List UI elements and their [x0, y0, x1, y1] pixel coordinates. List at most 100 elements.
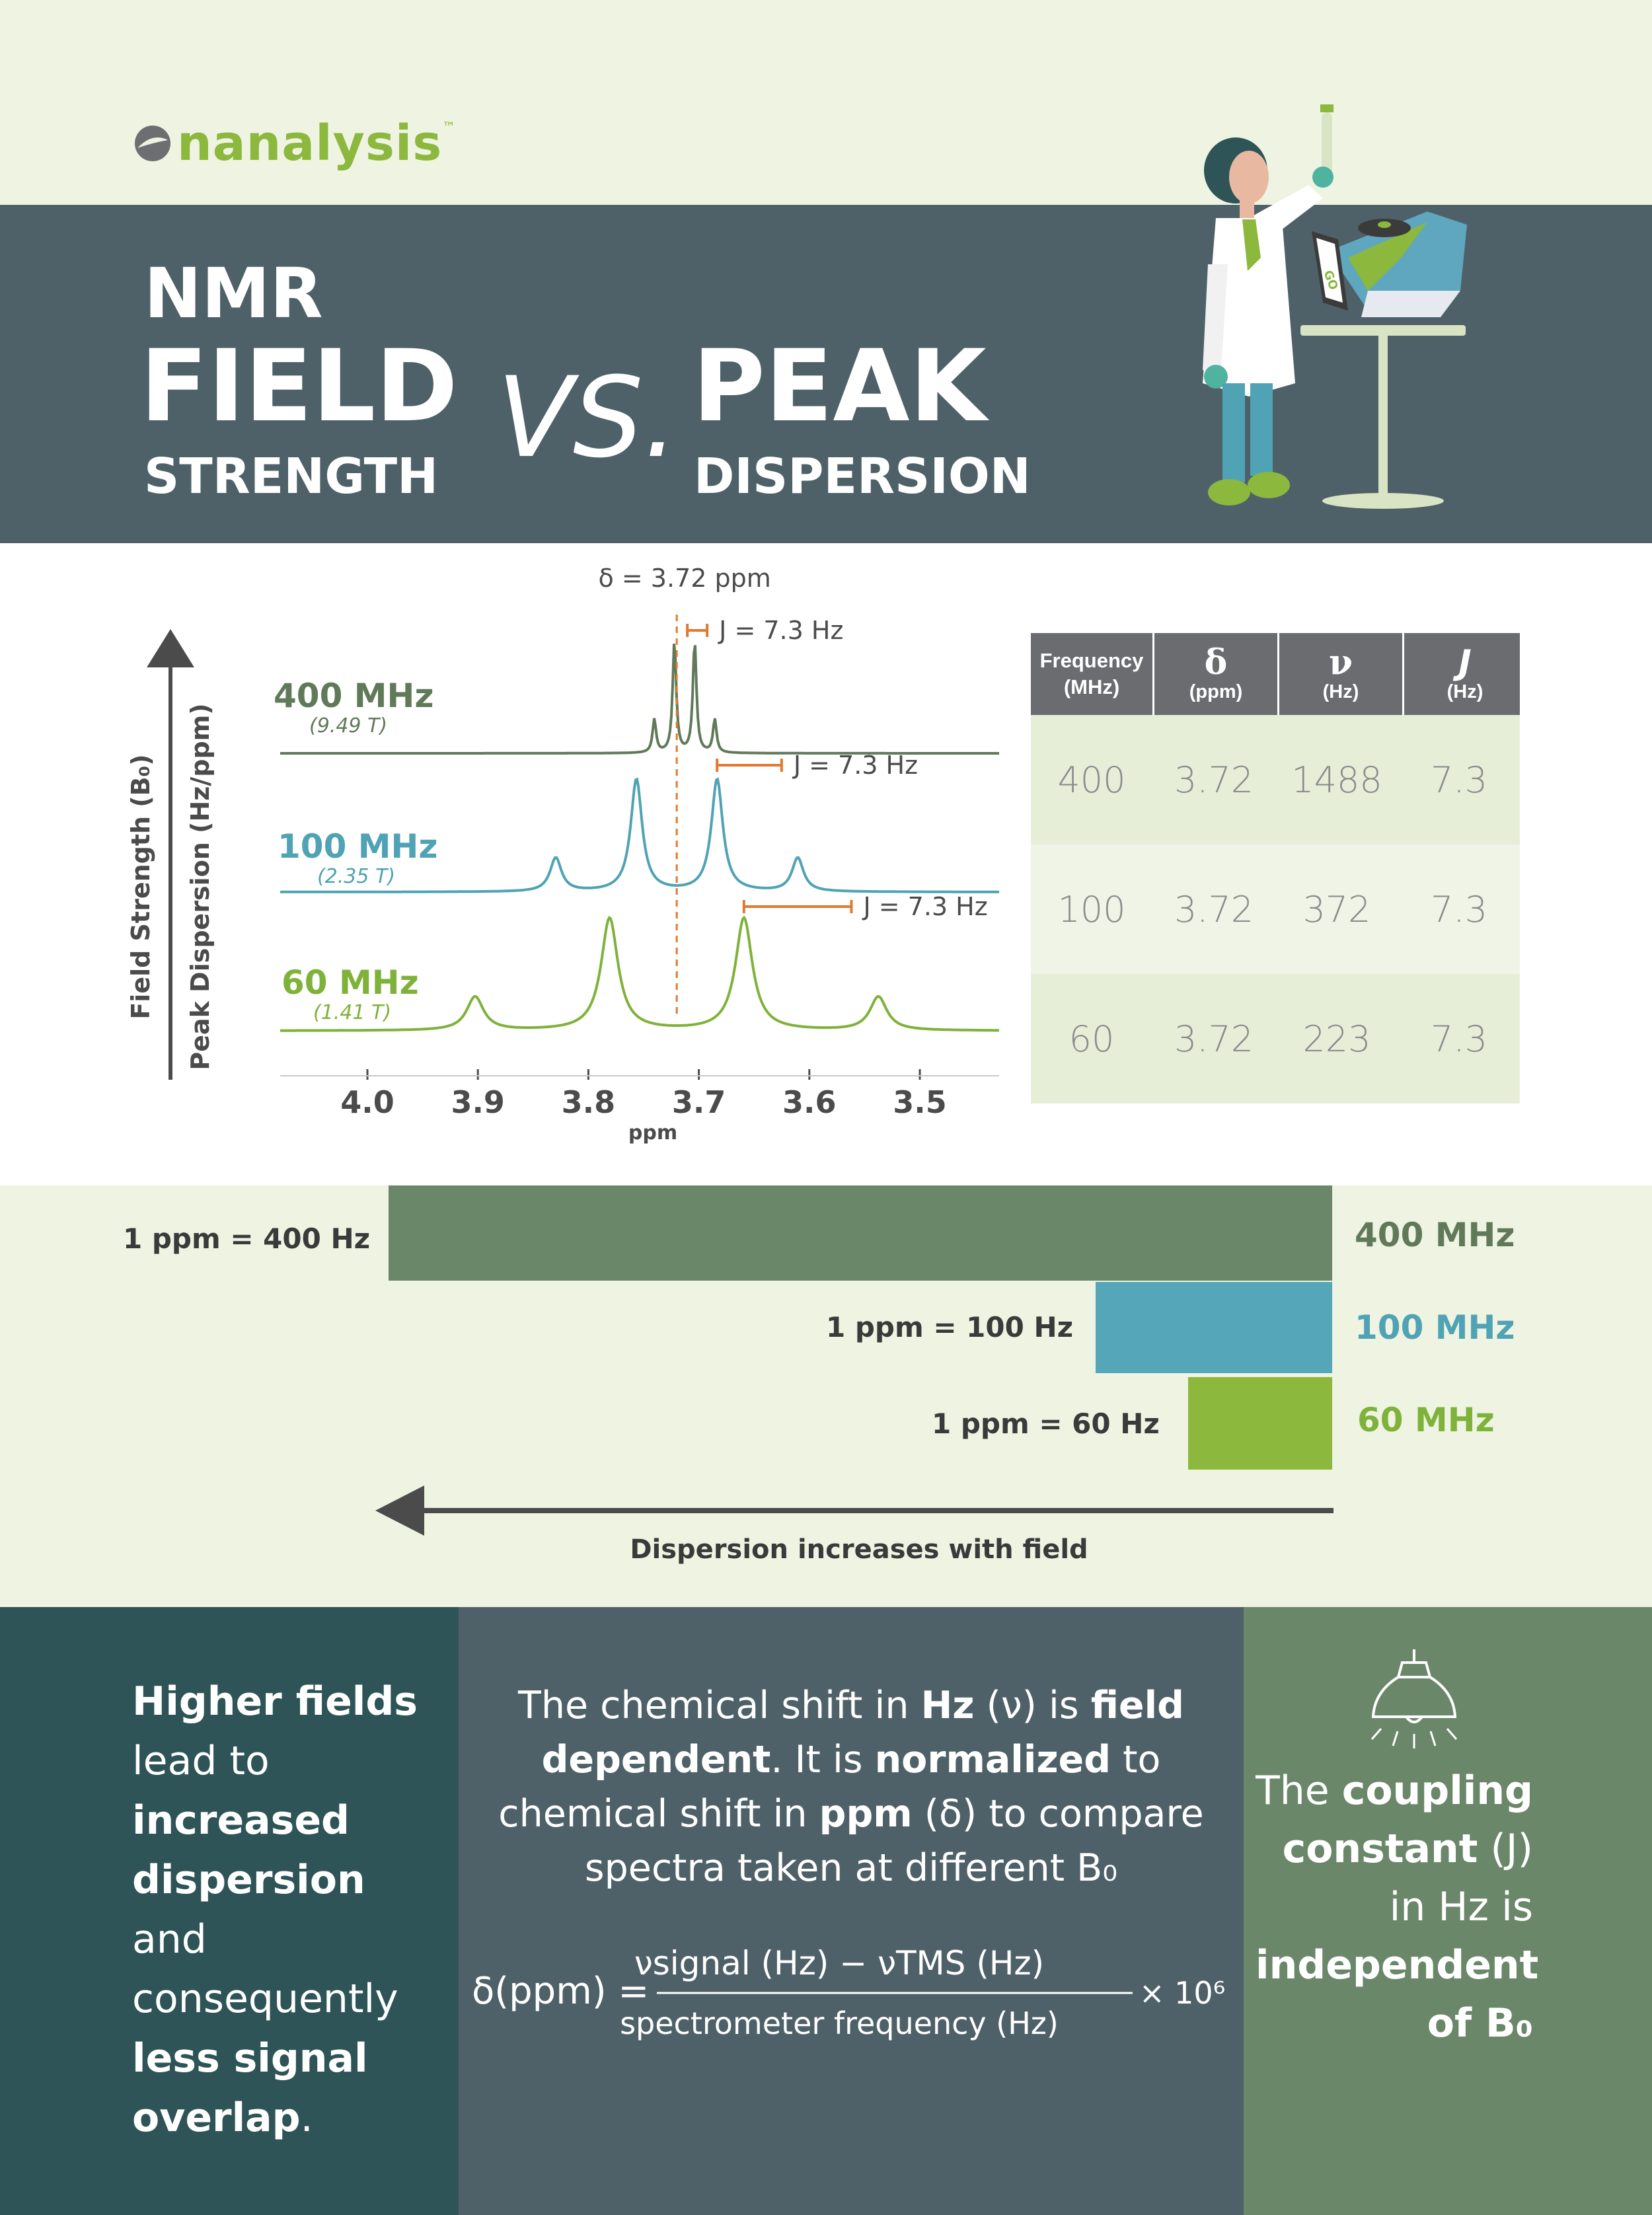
shoe-right — [1248, 472, 1290, 498]
lab-table-top — [1300, 325, 1466, 336]
dispersion-caption: Dispersion increases with field — [630, 1534, 1088, 1565]
y-axis-label-dispersion: Peak Dispersion (Hz/ppm) — [186, 703, 215, 1070]
lamp-icon — [1370, 1649, 1458, 1748]
middle-panel-text: The chemical shift in Hz (ν) is field de… — [476, 1678, 1226, 1895]
table-row: 100 3.72 372 7.3 — [1031, 845, 1520, 974]
header-delta-symbol: δ — [1204, 642, 1228, 683]
series-line-60 — [280, 915, 999, 1032]
mid-b3: normalized — [874, 1738, 1111, 1782]
nmr-port-light — [1378, 221, 1391, 228]
table-cell: 3.72 — [1174, 888, 1254, 930]
lower-arm — [1203, 264, 1228, 370]
x-axis-ticks: 4.0 3.9 3.8 3.7 3.6 3.5 — [280, 1069, 999, 1120]
freq-label-100: 100 MHz — [1355, 1308, 1515, 1347]
header-frequency-unit: (MHz) — [1063, 675, 1120, 698]
formula-numerator: νsignal (Hz) − νTMS (Hz) — [634, 1944, 1044, 1982]
left-t1: lead to — [132, 1738, 270, 1784]
left-b2: increased dispersion — [132, 1797, 365, 1903]
title-dispersion: DISPERSION — [694, 448, 1031, 505]
formula-lhs: δ(ppm) = — [472, 1970, 649, 2013]
table-cell: 1488 — [1291, 759, 1382, 801]
title-vs: VS. — [497, 353, 679, 482]
panel-middle — [459, 1607, 1244, 2215]
leg-left — [1222, 383, 1245, 482]
dispersion-label-60: 1 ppm = 60 Hz — [932, 1408, 1160, 1440]
table-cell: 7.3 — [1431, 1018, 1487, 1060]
right-b2: independent of B₀ — [1256, 1942, 1539, 2046]
x-axis-label: ppm — [628, 1121, 677, 1145]
table-cell: 3.72 — [1174, 1018, 1254, 1060]
freq-label-60: 60 MHz — [1357, 1401, 1495, 1439]
left-t2: and consequently — [132, 1916, 398, 2022]
title-strength: STRENGTH — [144, 448, 439, 505]
spectrum-chart: Field Strength (B₀) Peak Dispersion (Hz/… — [126, 564, 999, 1145]
table-cell: 100 — [1057, 888, 1126, 930]
header-frequency-label: Frequency — [1039, 648, 1144, 672]
title-peak: PEAK — [693, 329, 987, 444]
table-row: 60 3.72 223 7.3 — [1031, 974, 1520, 1104]
glove-hand-lower — [1204, 365, 1228, 389]
header-nu-unit: (Hz) — [1322, 681, 1359, 702]
tablet-screen — [1316, 238, 1343, 303]
header-j-symbol: J — [1458, 643, 1472, 683]
header-nu: ν (Hz) — [1279, 633, 1404, 715]
right-panel-text: The coupling constant (J) in Hz is indep… — [1256, 1762, 1538, 2052]
lab-coat — [1203, 218, 1295, 396]
right-t1: The — [1256, 1768, 1342, 1814]
header-j-unit: (Hz) — [1446, 681, 1483, 702]
series-label-60: 60 MHz — [282, 963, 419, 1002]
series-label-400: 400 MHz — [274, 677, 433, 715]
series-field-100: (2.35 T) — [317, 865, 395, 888]
lab-table-base — [1322, 493, 1444, 509]
series-line-100 — [280, 777, 999, 893]
formula-multiplier: × 10⁶ — [1139, 1975, 1225, 2011]
brand-name: nanalysis — [177, 115, 443, 172]
table-cell: 3.72 — [1174, 759, 1254, 801]
dispersion-label-400: 1 ppm = 400 Hz — [123, 1222, 371, 1255]
j-label-100: J = 7.3 Hz — [792, 751, 918, 780]
glove-hand-raised — [1312, 167, 1333, 188]
header-delta-unit: (ppm) — [1189, 681, 1243, 702]
chemical-shift-formula: δ(ppm) = νsignal (Hz) − νTMS (Hz) spectr… — [472, 1944, 1225, 2041]
mid-t5: (δ) to compare spectra taken at differen… — [584, 1792, 1204, 1890]
header-j: J (Hz) — [1404, 633, 1526, 715]
shirt — [1242, 219, 1261, 271]
dispersion-arrow — [375, 1485, 1333, 1536]
panel-left — [0, 1607, 459, 2215]
formula-denominator: spectrometer frequency (Hz) — [620, 2006, 1059, 2041]
mid-b2: field dependent — [541, 1684, 1184, 1782]
panel-right — [1244, 1607, 1652, 2215]
face — [1229, 151, 1269, 204]
dispersion-bar-100 — [1096, 1282, 1332, 1373]
header-delta: δ (ppm) — [1154, 633, 1279, 715]
table-cell: 372 — [1302, 888, 1371, 930]
logo-icon — [135, 126, 170, 161]
series-line-400 — [280, 643, 999, 755]
j-bracket-100 — [716, 759, 783, 772]
dispersion-bar-400 — [389, 1185, 1332, 1281]
mid-b1: Hz — [920, 1684, 975, 1727]
dispersion-label-100: 1 ppm = 100 Hz — [826, 1311, 1074, 1343]
x-tick-label: 3.5 — [893, 1084, 947, 1120]
j-bracket-400 — [686, 624, 709, 637]
mid-t4: to chemical shift in — [498, 1738, 1161, 1836]
series-label-100: 100 MHz — [278, 827, 437, 866]
neck — [1240, 198, 1254, 218]
brand-trademark: ™ — [442, 119, 456, 135]
right-b1: coupling constant — [1282, 1768, 1533, 1872]
freq-label-400: 400 MHz — [1355, 1216, 1515, 1254]
table-cell: 7.3 — [1431, 759, 1487, 801]
table-row: 400 3.72 1488 7.3 — [1031, 715, 1520, 845]
header-frequency: Frequency (MHz) — [1031, 633, 1154, 715]
nmr-machine-top — [1348, 222, 1427, 291]
table-cell: 400 — [1057, 759, 1126, 801]
dispersion-bar-60 — [1188, 1377, 1332, 1470]
chemical-shift-label: δ = 3.72 ppm — [599, 564, 771, 593]
mid-t1: The chemical shift in — [518, 1684, 921, 1727]
left-b1: Higher fields — [132, 1678, 418, 1725]
table-cell: 7.3 — [1431, 888, 1487, 930]
scientist-illustration: GO — [1203, 104, 1467, 509]
j-label-60: J = 7.3 Hz — [862, 892, 987, 921]
brand-logo: nanalysis ™ — [132, 114, 455, 173]
dispersion-arrowhead — [375, 1485, 424, 1536]
